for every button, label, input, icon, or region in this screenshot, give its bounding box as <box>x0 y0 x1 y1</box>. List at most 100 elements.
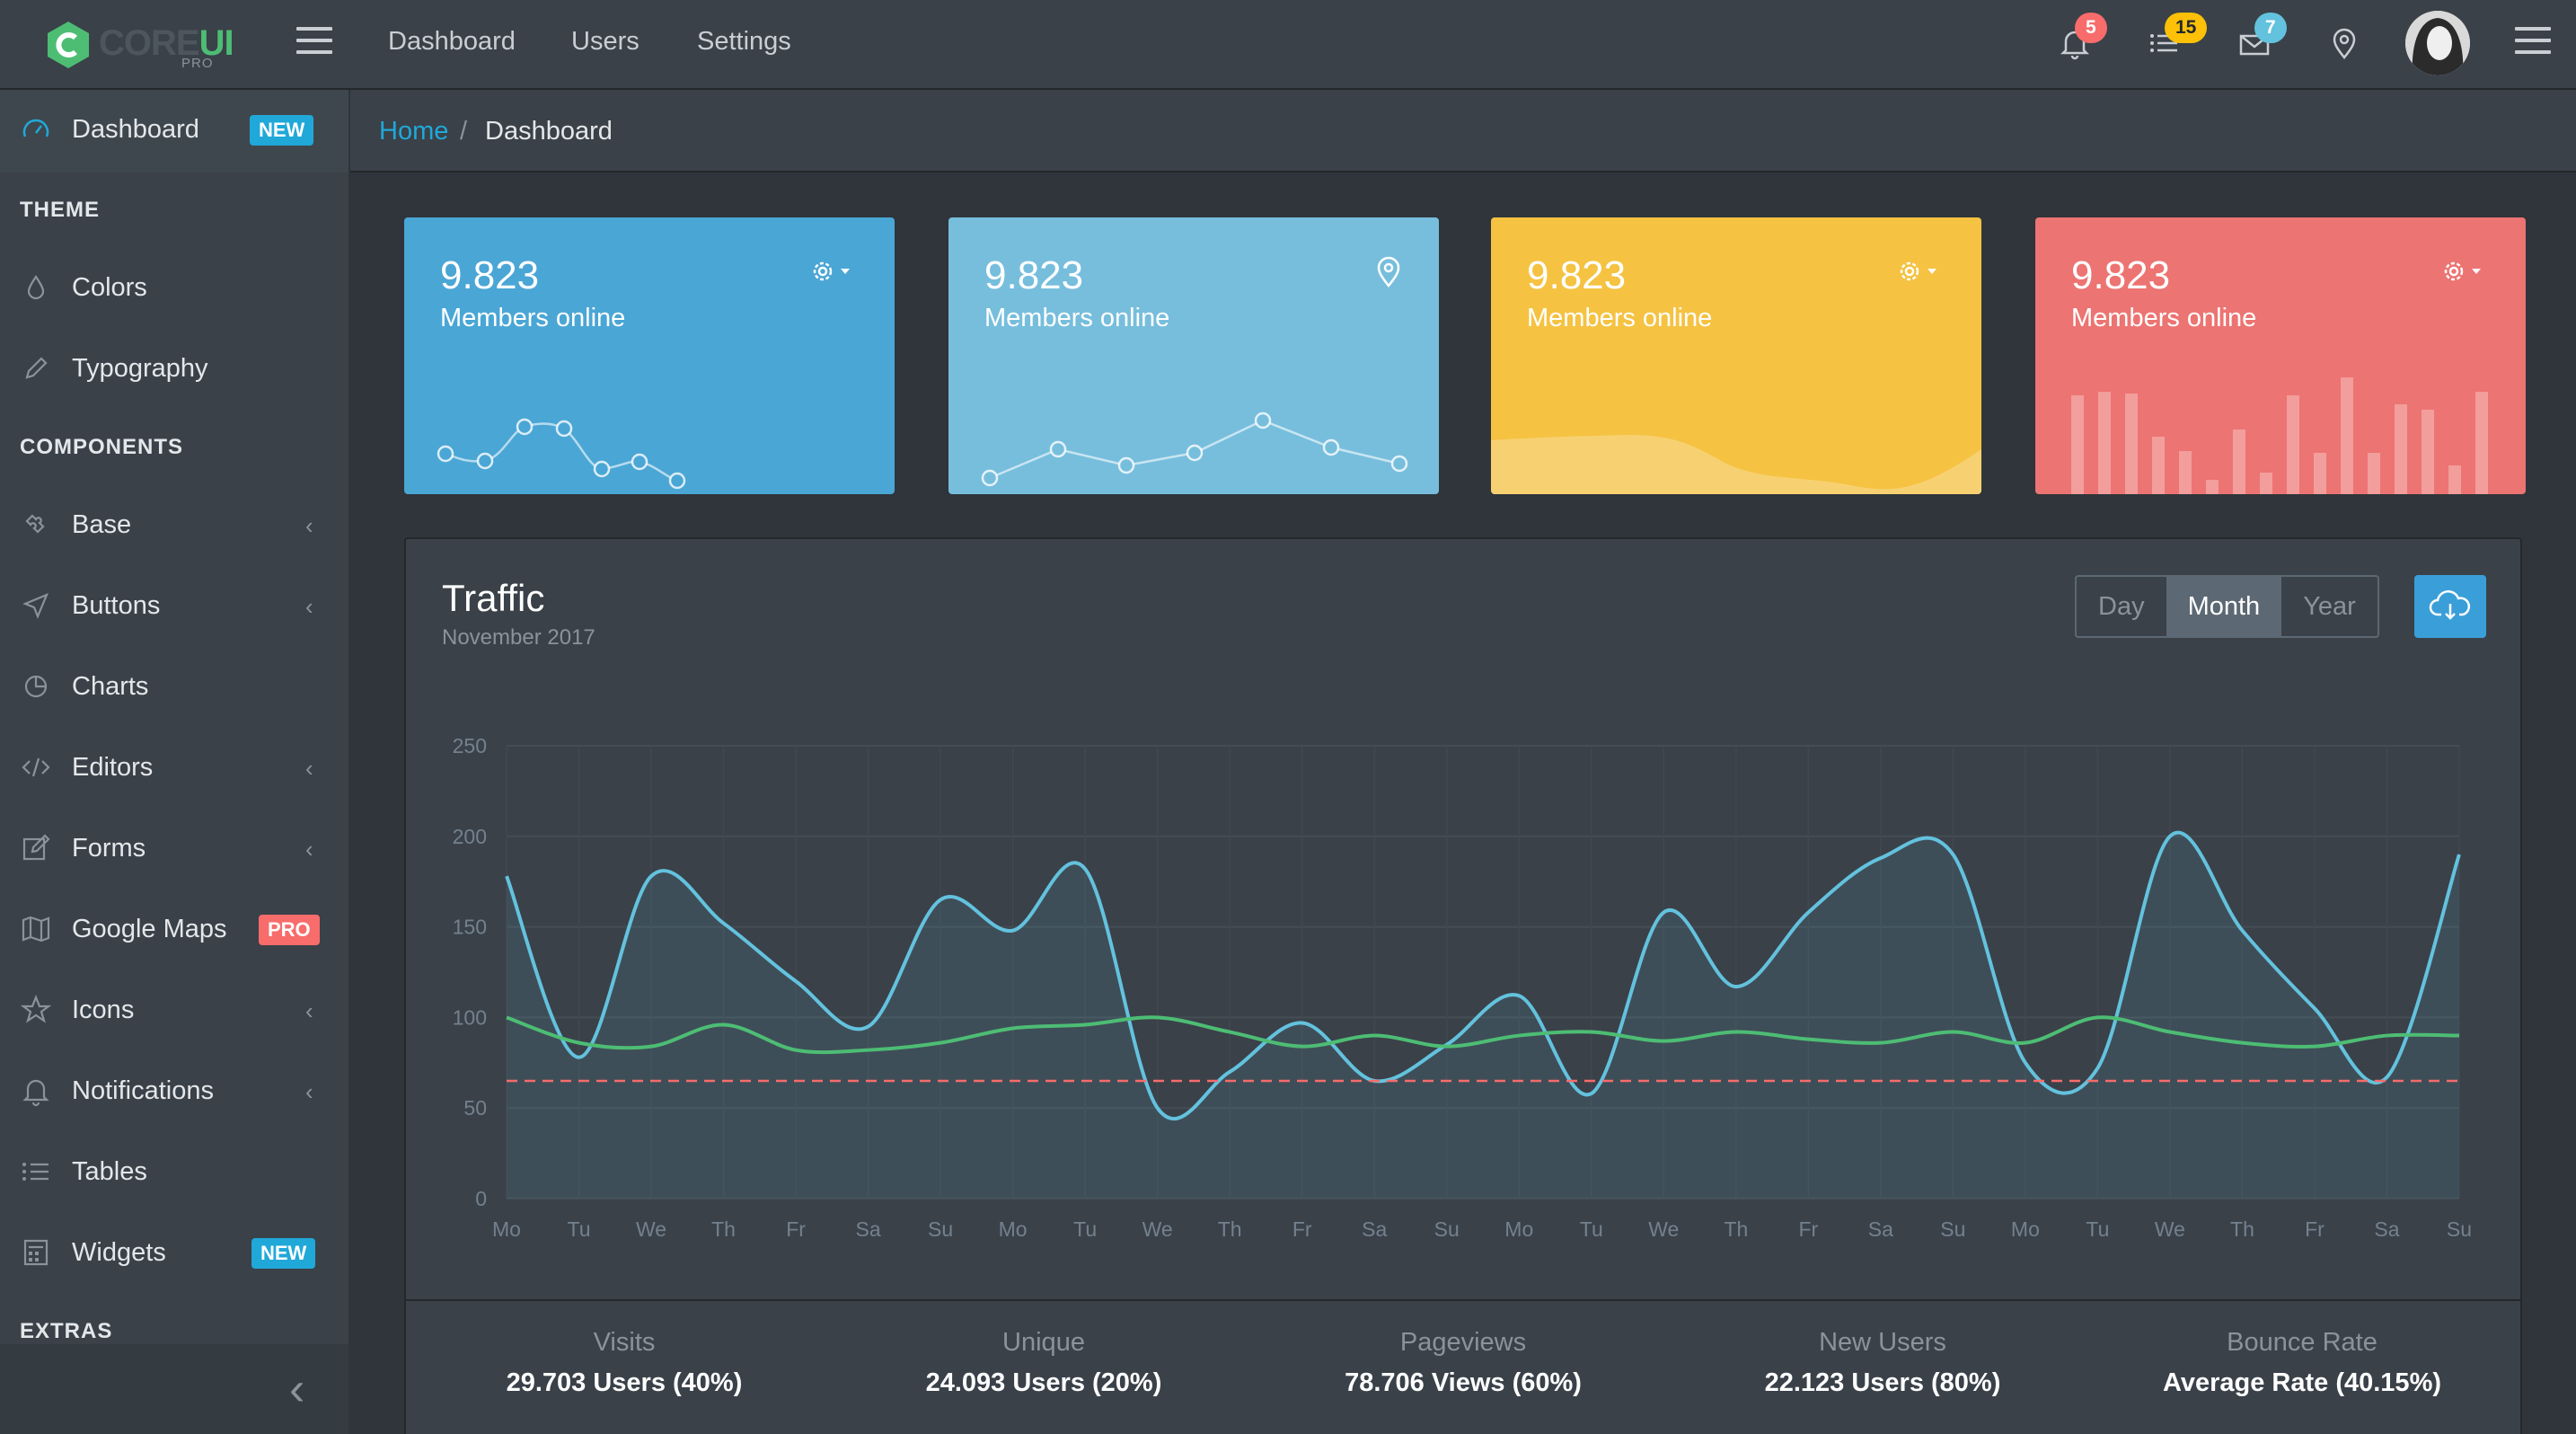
sidebar-item-label: Forms <box>72 834 146 863</box>
stat-unique: Unique 24.093 Users (20%) <box>861 1328 1226 1398</box>
x-tick-label: Tu <box>1073 1217 1097 1241</box>
sidebar-item-forms[interactable]: Forms ‹ <box>0 809 348 890</box>
sidebar-item-icons[interactable]: Icons ‹ <box>0 970 348 1051</box>
drop-icon <box>27 275 45 300</box>
coreui-logo-icon <box>48 22 89 68</box>
stat-pageviews: Pageviews 78.706 Views (60%) <box>1281 1328 1645 1398</box>
pie-chart-icon <box>24 675 48 698</box>
sidebar-item-google-maps[interactable]: Google Maps PRO <box>0 890 348 970</box>
y-tick-label: 150 <box>453 916 487 939</box>
sidebar-toggle-button[interactable] <box>296 27 332 59</box>
tasks-badge: 15 <box>2165 13 2208 43</box>
x-tick-label: We <box>636 1217 666 1241</box>
sidebar-item-typography[interactable]: Typography <box>0 329 348 410</box>
location-pin-icon[interactable] <box>2326 25 2362 61</box>
stat-value: 78.706 Views (60%) <box>1345 1368 1582 1397</box>
sidebar-item-label: Typography <box>72 354 208 383</box>
pro-badge: PRO <box>259 915 320 945</box>
gear-icon[interactable] <box>2438 253 2488 289</box>
x-tick-label: Sa <box>856 1217 881 1241</box>
sidebar-item-dashboard[interactable]: Dashboard NEW <box>0 90 348 171</box>
mail-badge: 7 <box>2254 13 2287 43</box>
x-tick-label: Sa <box>1362 1217 1387 1241</box>
topnav-users[interactable]: Users <box>571 27 640 56</box>
sidebar: Dashboard NEW THEME Colors Typography CO… <box>0 90 348 1434</box>
x-tick-label: Fr <box>1798 1217 1818 1241</box>
cursor-icon <box>22 592 49 619</box>
stat-value: 24.093 Users (20%) <box>925 1368 1162 1397</box>
y-tick-label: 0 <box>475 1187 487 1210</box>
stat-value: 29.703 Users (40%) <box>506 1368 743 1397</box>
x-tick-label: Fr <box>1292 1217 1312 1241</box>
sidebar-item-tables[interactable]: Tables <box>0 1132 348 1213</box>
list-icon <box>22 1163 49 1181</box>
pencil-icon <box>25 357 48 379</box>
avatar-image <box>2405 11 2470 75</box>
section-title-theme: THEME <box>20 198 100 222</box>
speedometer-icon <box>22 119 49 137</box>
user-avatar[interactable] <box>2405 11 2470 75</box>
x-tick-label: Sa <box>2374 1217 2399 1241</box>
members-card-warning: 9.823 Members online <box>1491 217 1981 494</box>
period-month-button[interactable]: Month <box>2166 577 2282 636</box>
series-line-0 <box>505 830 2461 1121</box>
traffic-panel: Traffic November 2017 Day Month Year 0 50… <box>404 537 2522 1434</box>
sidebar-item-base[interactable]: Base ‹ <box>0 485 348 566</box>
topnav-dashboard[interactable]: Dashboard <box>388 27 516 56</box>
card-label: Members online <box>1527 304 1713 332</box>
brand-core: CORE <box>99 23 200 63</box>
y-tick-label: 50 <box>463 1096 487 1120</box>
note-icon <box>22 834 50 861</box>
stat-label: Unique <box>1002 1328 1085 1357</box>
new-badge: NEW <box>250 115 314 146</box>
notifications-badge: 5 <box>2075 13 2107 43</box>
sidebar-minimizer-button[interactable]: ‹ <box>0 1344 348 1434</box>
x-tick-label: Fr <box>786 1217 806 1241</box>
gear-icon[interactable] <box>807 253 857 289</box>
topnav-settings[interactable]: Settings <box>697 27 791 56</box>
members-card-danger: 9.823 Members online <box>2035 217 2526 494</box>
sidebar-item-editors[interactable]: Editors ‹ <box>0 728 348 809</box>
aside-menu-toggle-button[interactable] <box>2515 27 2551 59</box>
puzzle-icon <box>25 514 45 534</box>
location-pin-icon[interactable] <box>1371 253 1407 289</box>
x-tick-label: Tu <box>568 1217 591 1241</box>
sidebar-item-widgets[interactable]: Widgets NEW <box>0 1213 348 1294</box>
breadcrumb-separator: / <box>460 117 468 146</box>
breadcrumb-home-link[interactable]: Home <box>379 117 449 146</box>
gear-icon[interactable] <box>1893 253 1944 289</box>
stat-visits: Visits 29.703 Users (40%) <box>442 1328 807 1398</box>
period-selector: Day Month Year <box>2075 575 2379 638</box>
x-tick-label: Sa <box>1868 1217 1893 1241</box>
sidebar-item-colors[interactable]: Colors <box>0 248 348 329</box>
star-icon <box>20 995 52 1023</box>
chevron-left-icon: ‹ <box>305 836 313 863</box>
brand-ui: UI <box>198 23 234 63</box>
sidebar-item-label: Widgets <box>72 1238 166 1267</box>
x-tick-label: We <box>1142 1217 1173 1241</box>
x-tick-label: Tu <box>1580 1217 1603 1241</box>
period-day-button[interactable]: Day <box>2098 592 2145 621</box>
x-tick-label: Su <box>1434 1217 1460 1241</box>
members-card-primary: 9.823 Members online <box>404 217 895 494</box>
chevron-left-icon: ‹ <box>289 1363 305 1415</box>
x-tick-label: Fr <box>2305 1217 2325 1241</box>
period-year-button[interactable]: Year <box>2303 592 2356 621</box>
breadcrumb: Home / Dashboard <box>350 90 2576 173</box>
sidebar-item-notifications[interactable]: Notifications ‹ <box>0 1051 348 1132</box>
sidebar-item-label: Notifications <box>72 1076 214 1105</box>
y-tick-label: 100 <box>453 1005 487 1029</box>
brand-logo[interactable]: COREUI PRO <box>45 16 234 74</box>
x-tick-label: We <box>2155 1217 2185 1241</box>
sidebar-item-buttons[interactable]: Buttons ‹ <box>0 566 348 647</box>
x-tick-label: Su <box>928 1217 953 1241</box>
download-button[interactable] <box>2414 575 2486 638</box>
bell-icon <box>22 1079 49 1107</box>
sidebar-item-label: Google Maps <box>72 915 227 943</box>
section-title-extras: EXTRAS <box>20 1319 113 1343</box>
chevron-left-icon: ‹ <box>305 512 313 539</box>
sidebar-item-charts[interactable]: Charts <box>0 647 348 728</box>
traffic-title: Traffic <box>442 577 545 619</box>
breadcrumb-current: Dashboard <box>485 117 613 146</box>
x-tick-label: Mo <box>999 1217 1028 1241</box>
